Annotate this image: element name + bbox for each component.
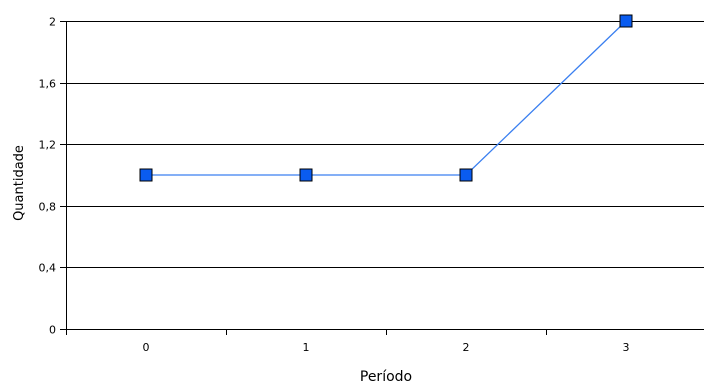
x-axis-title: Período xyxy=(360,369,412,385)
label-layer: Período Quantidade 0 0,4 0,8 1,2 1,6 2 0 1 2 3 xyxy=(12,16,630,386)
y-axis-title: Quantidade xyxy=(12,145,27,221)
y-tick-label: 2 xyxy=(49,16,56,29)
y-tick-label: 1,6 xyxy=(39,78,57,91)
series-layer xyxy=(139,14,633,182)
data-point-marker xyxy=(459,168,473,182)
axis-layer xyxy=(60,21,704,335)
y-tick-label: 0,4 xyxy=(39,262,57,275)
data-point-marker xyxy=(139,168,153,182)
y-tick-label: 0,8 xyxy=(39,201,57,214)
y-tick-label: 0 xyxy=(49,324,56,337)
grid-layer xyxy=(66,21,704,268)
data-point-marker xyxy=(299,168,313,182)
y-tick-label: 1,2 xyxy=(39,139,57,152)
x-tick-label: 3 xyxy=(623,341,630,354)
series-line xyxy=(146,20,627,176)
x-tick-label: 2 xyxy=(463,341,470,354)
x-tick-label: 0 xyxy=(143,341,150,354)
x-tick-label: 1 xyxy=(303,341,310,354)
data-point-marker xyxy=(619,14,633,28)
